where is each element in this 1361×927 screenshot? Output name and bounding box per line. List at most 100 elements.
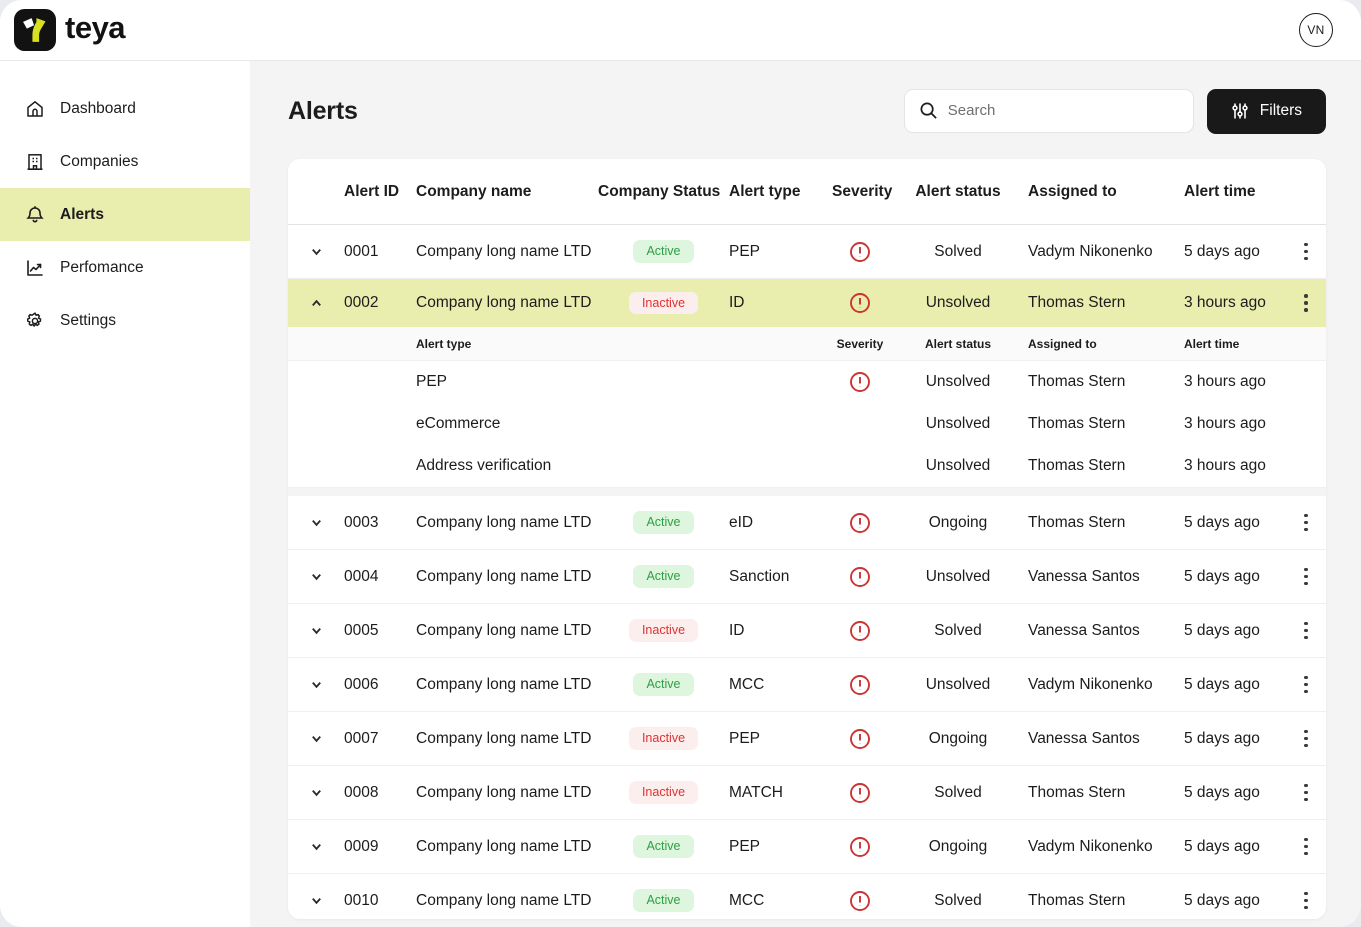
row-menu-button[interactable]	[1296, 238, 1316, 266]
exclamation-circle-icon	[849, 836, 871, 858]
cell-alert-type: eID	[729, 514, 832, 532]
row-menu-button[interactable]	[1296, 833, 1316, 861]
subtable-row[interactable]: Address verification Unsolved Thomas Ste…	[288, 445, 1326, 487]
table-row[interactable]: 0007 Company long name LTD Inactive PEP …	[288, 712, 1326, 766]
cell-alert-time: 5 days ago	[1184, 838, 1286, 856]
column-header-company-status: Company Status	[598, 183, 729, 201]
expand-toggle[interactable]	[288, 840, 344, 853]
expanded-section-divider	[288, 487, 1326, 496]
sidebar-item-perfomance[interactable]: Perfomance	[0, 241, 250, 294]
sidebar-item-label: Perfomance	[60, 259, 144, 277]
table-row[interactable]: 0004 Company long name LTD Active Sancti…	[288, 550, 1326, 604]
subcell-alert-time: 3 hours ago	[1184, 373, 1286, 391]
row-menu-button[interactable]	[1296, 509, 1316, 537]
table-row[interactable]: 0009 Company long name LTD Active PEP On…	[288, 820, 1326, 874]
table-row[interactable]: 0002 Company long name LTD Inactive ID U…	[288, 279, 1326, 327]
exclamation-circle-icon	[849, 292, 871, 314]
topbar: teya VN	[0, 0, 1361, 61]
expand-toggle[interactable]	[288, 894, 344, 907]
expand-toggle[interactable]	[288, 516, 344, 529]
cell-company-name: Company long name LTD	[416, 784, 598, 802]
subcell-alert-status: Unsolved	[888, 415, 1028, 433]
cell-alert-status: Ongoing	[888, 730, 1028, 748]
subtable-row[interactable]: eCommerce Unsolved Thomas Stern 3 hours …	[288, 403, 1326, 445]
cell-severity	[832, 674, 888, 696]
search-box[interactable]	[904, 89, 1194, 133]
row-menu-button[interactable]	[1296, 671, 1316, 699]
sliders-icon	[1231, 102, 1249, 120]
column-header-alert-type: Alert type	[729, 183, 832, 201]
sidebar-item-label: Settings	[60, 312, 116, 330]
expand-toggle[interactable]	[288, 245, 344, 258]
cell-alert-type: PEP	[729, 838, 832, 856]
cell-alert-type: ID	[729, 622, 832, 640]
table-row[interactable]: 0003 Company long name LTD Active eID On…	[288, 496, 1326, 550]
cell-company-name: Company long name LTD	[416, 676, 598, 694]
row-menu-button[interactable]	[1296, 887, 1316, 915]
row-menu-button[interactable]	[1296, 289, 1316, 317]
table-row[interactable]: 0008 Company long name LTD Inactive MATC…	[288, 766, 1326, 820]
cell-assigned-to: Thomas Stern	[1028, 784, 1184, 802]
expand-toggle[interactable]	[288, 732, 344, 745]
alerts-table-body: 0001 Company long name LTD Active PEP So…	[288, 225, 1326, 919]
brand-logo[interactable]: teya	[14, 9, 125, 51]
column-header-company-name: Company name	[416, 183, 598, 201]
column-header-alert-status: Alert status	[888, 183, 1028, 201]
expand-toggle[interactable]	[288, 678, 344, 691]
table-row[interactable]: 0001 Company long name LTD Active PEP So…	[288, 225, 1326, 279]
row-menu-button[interactable]	[1296, 779, 1316, 807]
sidebar-item-dashboard[interactable]: Dashboard	[0, 82, 250, 135]
sidebar-item-companies[interactable]: Companies	[0, 135, 250, 188]
company-status-badge: Active	[633, 565, 693, 588]
row-menu-button[interactable]	[1296, 617, 1316, 645]
subtable-header-row: Alert type Severity Alert status Assigne…	[288, 327, 1326, 361]
subcell-assigned-to: Thomas Stern	[1028, 457, 1184, 475]
sidebar-item-settings[interactable]: Settings	[0, 294, 250, 347]
chevron-down-icon	[310, 245, 323, 258]
cell-alert-time: 3 hours ago	[1184, 294, 1286, 312]
table-row[interactable]: 0010 Company long name LTD Active MCC So…	[288, 874, 1326, 919]
column-header-alert-id: Alert ID	[344, 183, 416, 201]
cell-alert-status: Unsolved	[888, 676, 1028, 694]
sidebar-item-label: Alerts	[60, 206, 104, 224]
cell-alert-id: 0002	[344, 294, 416, 312]
subtable-row[interactable]: PEP Unsolved Thomas Stern 3 hours ago	[288, 361, 1326, 403]
cell-alert-id: 0010	[344, 892, 416, 910]
page-header: Alerts Filters	[288, 88, 1326, 134]
filters-button[interactable]: Filters	[1207, 89, 1326, 134]
table-row[interactable]: 0006 Company long name LTD Active MCC Un…	[288, 658, 1326, 712]
exclamation-circle-icon	[849, 674, 871, 696]
cell-alert-id: 0009	[344, 838, 416, 856]
expand-toggle[interactable]	[288, 786, 344, 799]
expand-toggle[interactable]	[288, 570, 344, 583]
sidebar: DashboardCompanies Alerts Perfomance Settin…	[0, 61, 250, 927]
cell-assigned-to: Vanessa Santos	[1028, 730, 1184, 748]
cell-alert-status: Ongoing	[888, 514, 1028, 532]
cell-alert-id: 0004	[344, 568, 416, 586]
row-menu-button[interactable]	[1296, 725, 1316, 753]
cell-alert-status: Solved	[888, 243, 1028, 261]
row-menu-button[interactable]	[1296, 563, 1316, 591]
teya-logo-icon	[14, 9, 56, 51]
main-content: Alerts Filters	[250, 61, 1361, 927]
column-header-assigned-to: Assigned to	[1028, 183, 1184, 201]
cell-assigned-to: Vanessa Santos	[1028, 622, 1184, 640]
expand-toggle[interactable]	[288, 297, 344, 310]
gear-icon	[25, 311, 45, 331]
exclamation-circle-icon	[849, 241, 871, 263]
chevron-down-icon	[310, 732, 323, 745]
expand-toggle[interactable]	[288, 624, 344, 637]
cell-severity	[832, 890, 888, 912]
cell-alert-id: 0001	[344, 243, 416, 261]
cell-company-name: Company long name LTD	[416, 838, 598, 856]
table-row[interactable]: 0005 Company long name LTD Inactive ID S…	[288, 604, 1326, 658]
sidebar-item-alerts[interactable]: Alerts	[0, 188, 250, 241]
cell-company-name: Company long name LTD	[416, 294, 598, 312]
page-title: Alerts	[288, 97, 358, 126]
chevron-down-icon	[310, 840, 323, 853]
cell-company-name: Company long name LTD	[416, 514, 598, 532]
subcolumn-header-alert-status: Alert status	[888, 337, 1028, 351]
subcell-alert-status: Unsolved	[888, 373, 1028, 391]
search-input[interactable]	[948, 102, 1179, 119]
user-avatar[interactable]: VN	[1299, 13, 1333, 47]
